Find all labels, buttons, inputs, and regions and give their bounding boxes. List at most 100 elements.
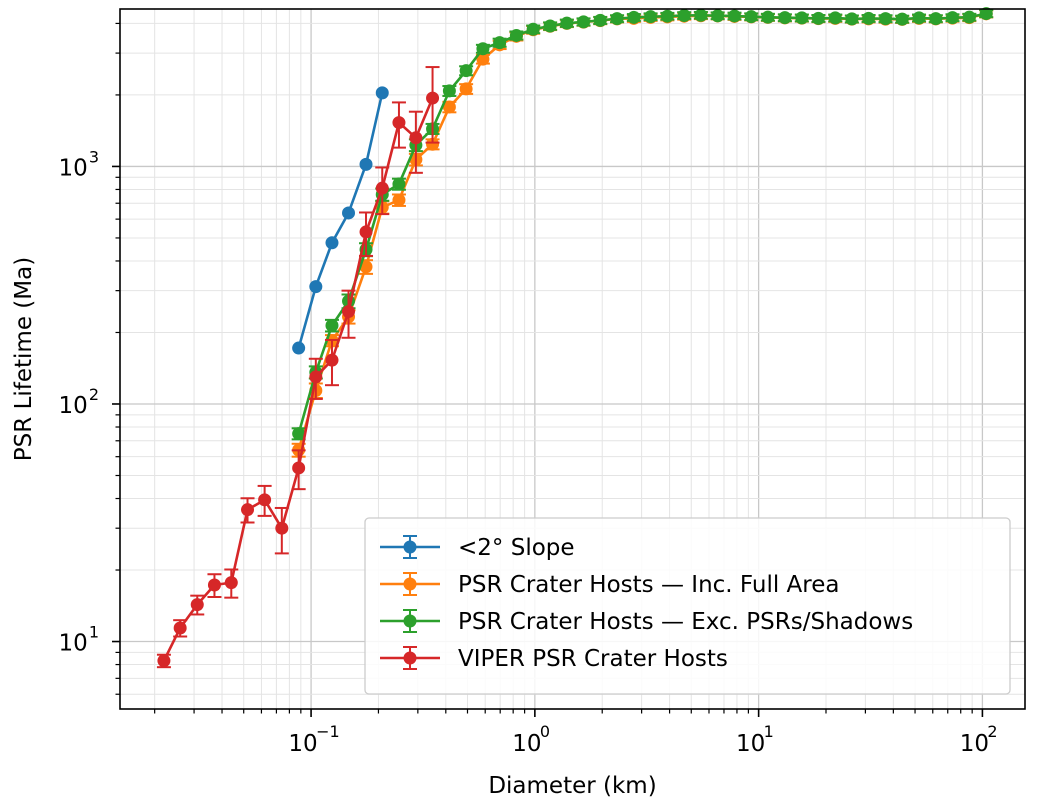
y-tick-label: 110 xyxy=(59,623,99,657)
data-point xyxy=(962,10,976,24)
y-tick-label-exponent: 1 xyxy=(89,623,99,642)
data-point xyxy=(392,193,406,207)
data-point xyxy=(342,305,356,319)
x-tick-label-base: 10 xyxy=(288,731,317,757)
data-point xyxy=(577,15,591,29)
series-1 xyxy=(291,7,994,458)
data-point xyxy=(325,318,339,332)
data-point xyxy=(711,9,725,23)
data-point xyxy=(945,11,959,25)
legend-entry: PSR Crater Hosts — Inc. Full Area xyxy=(380,572,839,598)
data-point xyxy=(275,521,289,535)
data-point xyxy=(190,598,204,612)
data-point xyxy=(879,12,893,26)
data-point xyxy=(375,181,389,195)
legend-swatch-marker xyxy=(403,651,417,665)
data-point xyxy=(929,12,943,26)
x-tick-label-exponent: 0 xyxy=(540,722,550,741)
x-tick-label: 100 xyxy=(512,722,550,757)
legend-swatch-marker xyxy=(403,577,417,591)
data-point xyxy=(476,42,490,56)
data-point xyxy=(912,11,926,25)
data-point xyxy=(325,353,339,367)
legend-box xyxy=(364,517,1011,695)
data-point xyxy=(644,10,658,24)
data-point xyxy=(292,461,306,475)
legend: <2° Slope PSR Crater Hosts — Inc. Full Ar… xyxy=(364,517,1011,695)
data-point xyxy=(426,137,440,151)
error-bar xyxy=(425,66,440,144)
data-point xyxy=(493,36,507,50)
x-tick-label-exponent: −1 xyxy=(316,722,340,741)
series-3 xyxy=(156,66,440,669)
x-tick-label-base: 10 xyxy=(736,731,765,757)
series-0 xyxy=(292,86,389,355)
data-point xyxy=(526,22,540,36)
data-point xyxy=(795,11,809,25)
data-point xyxy=(342,206,356,220)
series-line xyxy=(297,92,384,349)
tick-marks xyxy=(112,22,984,717)
data-point xyxy=(392,177,406,191)
x-tick-label: 102 xyxy=(960,722,998,757)
data-point xyxy=(173,621,187,635)
x-tick-label-base: 10 xyxy=(512,731,541,757)
y-tick-label: 210 xyxy=(59,385,99,419)
legend-label: PSR Crater Hosts — Exc. PSRs/Shadows xyxy=(458,609,913,635)
data-point xyxy=(593,13,607,27)
data-point xyxy=(811,11,825,25)
data-point xyxy=(761,10,775,24)
data-point xyxy=(828,11,842,25)
data-point xyxy=(845,12,859,26)
data-point xyxy=(895,12,909,26)
data-point xyxy=(359,157,373,171)
x-tick-label-exponent: 1 xyxy=(764,722,774,741)
x-axis-label: Diameter (km) xyxy=(488,773,656,799)
data-point xyxy=(157,654,171,668)
data-point xyxy=(442,84,456,98)
data-point xyxy=(258,493,272,507)
y-tick-label: 310 xyxy=(59,147,99,181)
legend-label: <2° Slope xyxy=(458,535,575,561)
data-point xyxy=(476,52,490,66)
data-point xyxy=(392,116,406,130)
data-point xyxy=(694,8,708,22)
data-point xyxy=(409,131,423,145)
data-point xyxy=(778,11,792,25)
data-point xyxy=(744,10,758,24)
legend-swatch-marker xyxy=(403,614,417,628)
x-tick-label-base: 10 xyxy=(960,731,989,757)
data-point xyxy=(660,9,674,23)
data-point xyxy=(292,341,306,355)
y-tick-label-exponent: 3 xyxy=(89,147,99,166)
legend-entry: PSR Crater Hosts — Exc. PSRs/Shadows xyxy=(380,609,913,635)
data-point xyxy=(292,427,306,441)
data-point xyxy=(509,28,523,42)
data-point xyxy=(207,578,221,592)
data-point xyxy=(727,9,741,23)
series-line xyxy=(297,12,987,435)
data-point xyxy=(862,11,876,25)
y-tick-label-base: 10 xyxy=(59,631,88,657)
y-tick-label-base: 10 xyxy=(59,155,88,181)
data-point xyxy=(543,19,557,33)
x-tick-label: 10−1 xyxy=(288,722,339,757)
data-point xyxy=(375,86,389,100)
data-point xyxy=(677,8,691,22)
series-line xyxy=(297,12,987,451)
y-tick-label-exponent: 2 xyxy=(89,385,99,404)
data-point xyxy=(459,64,473,78)
legend-swatch-marker xyxy=(403,540,417,554)
data-point xyxy=(979,7,993,21)
legend-entry: <2° Slope xyxy=(380,535,575,561)
y-axis-label: PSR Lifetime (Ma) xyxy=(11,257,37,461)
legend-label: VIPER PSR Crater Hosts xyxy=(458,646,728,672)
y-tick-label-base: 10 xyxy=(59,393,88,419)
data-point xyxy=(610,12,624,26)
x-tick-labels: 10−1 100 101 102 xyxy=(288,722,997,757)
data-point xyxy=(359,260,373,274)
data-point xyxy=(309,370,323,384)
legend-entry: VIPER PSR Crater Hosts xyxy=(380,646,728,672)
data-point xyxy=(325,236,339,250)
